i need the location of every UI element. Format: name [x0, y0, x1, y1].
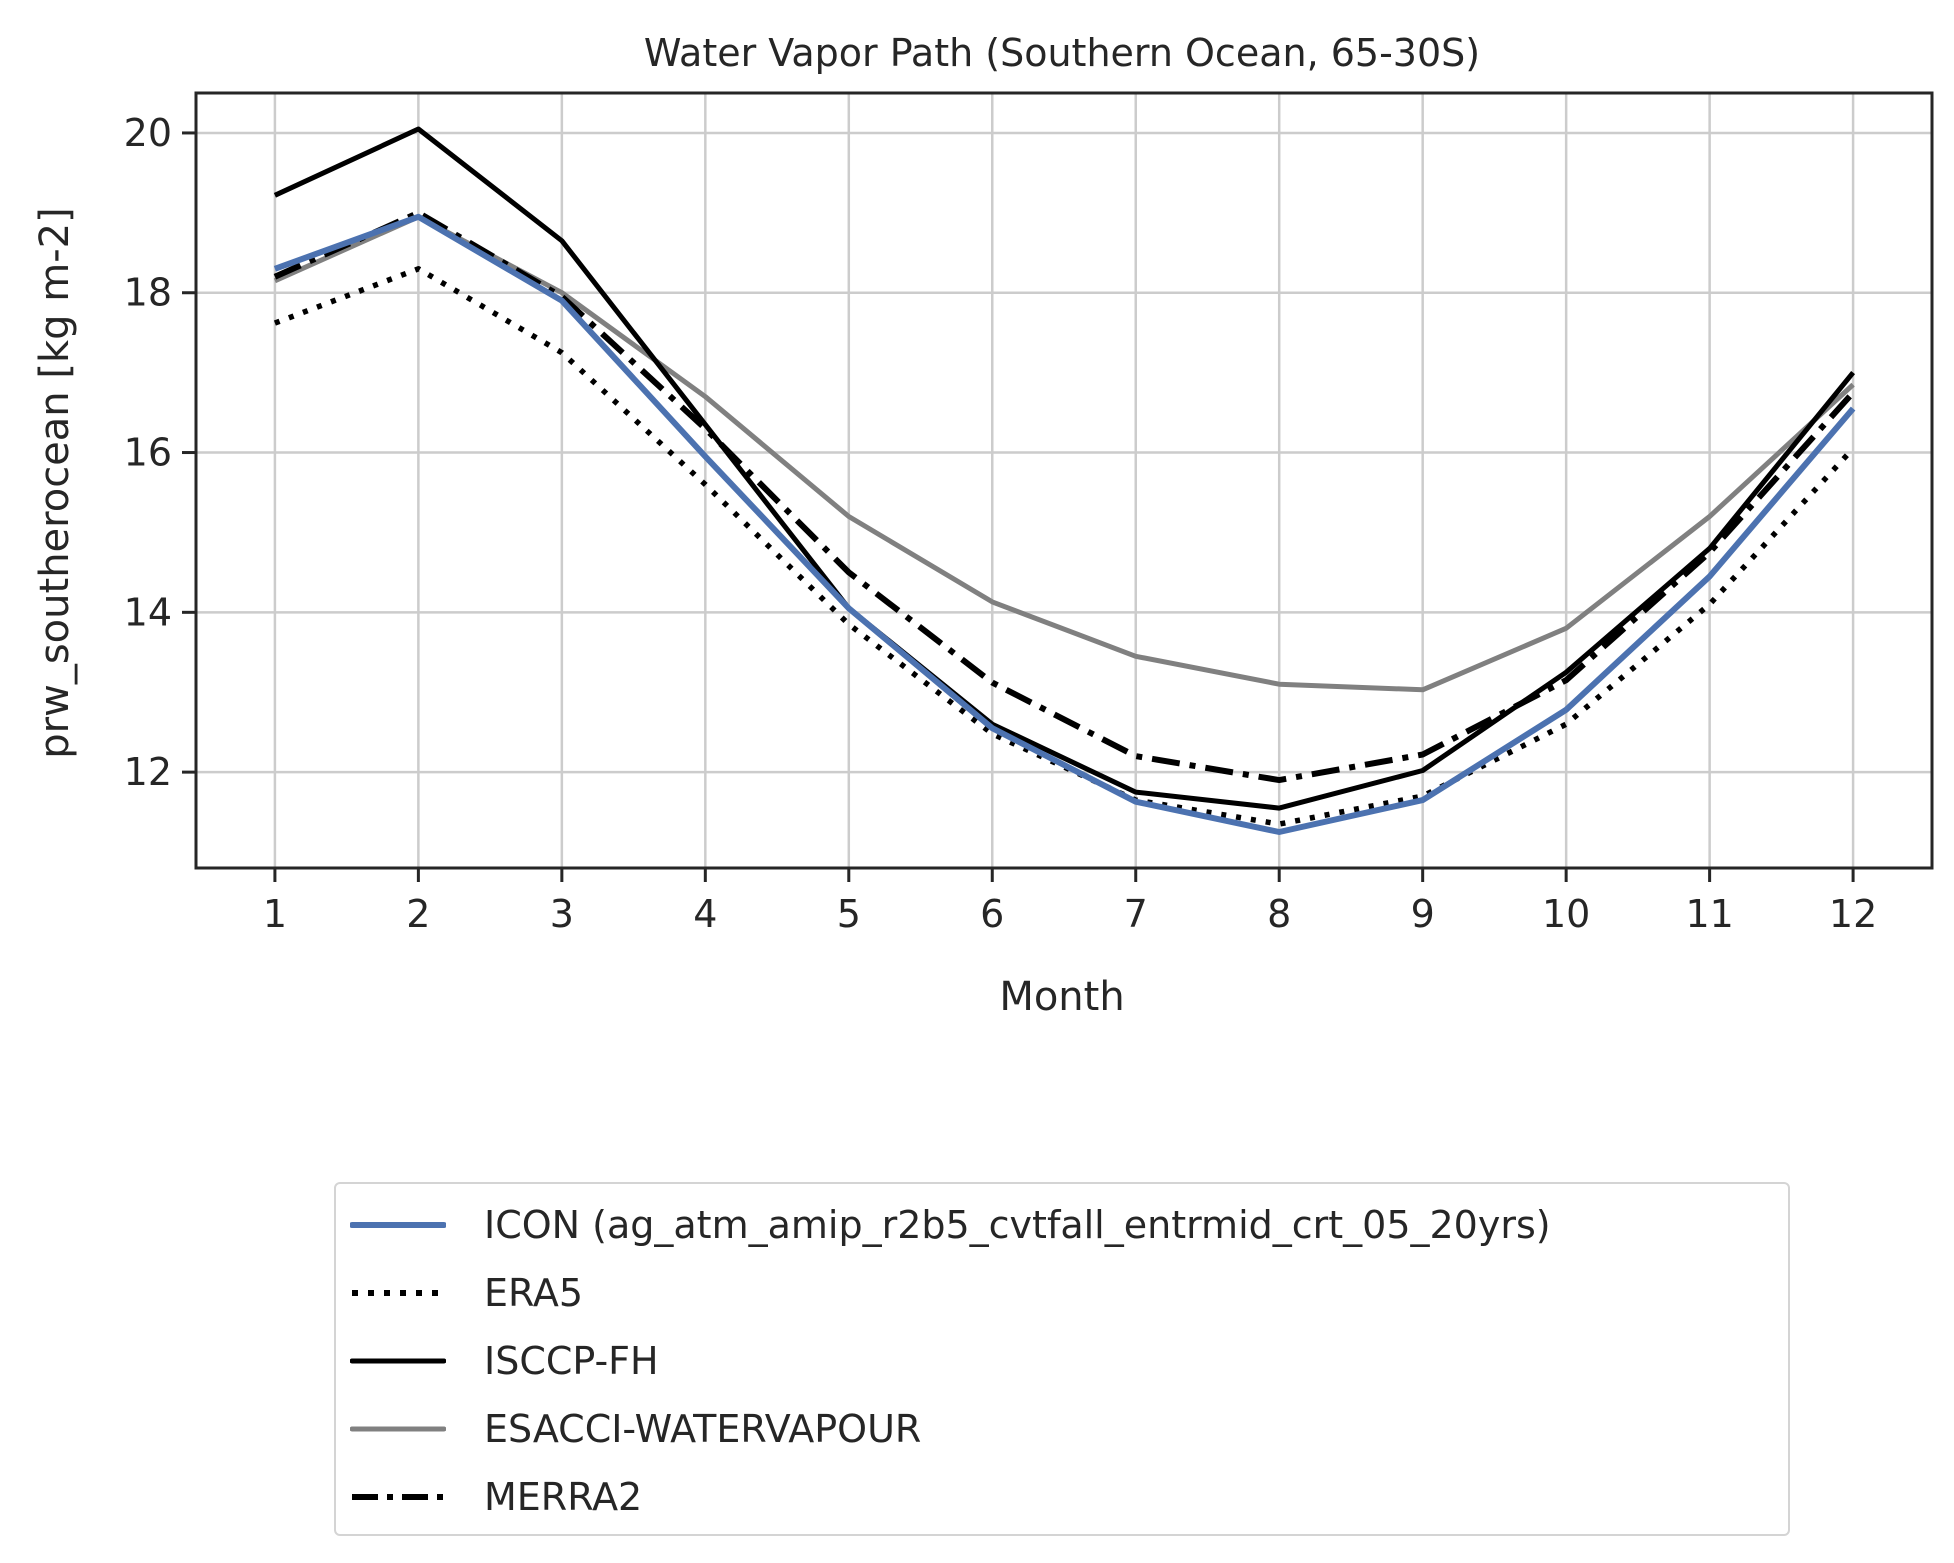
y-tick-label: 16	[124, 431, 172, 475]
y-axis-label: prw_southerocean [kg m-2]	[32, 207, 78, 758]
chart-title: Water Vapor Path (Southern Ocean, 65-30S…	[644, 31, 1480, 75]
x-tick-label: 9	[1411, 892, 1435, 936]
legend-item-era5: ERA5	[336, 1263, 1788, 1323]
legend: ICON (ag_atm_amip_r2b5_cvtfall_entrmid_c…	[334, 1182, 1790, 1536]
grid-lines	[196, 93, 1932, 868]
legend-label-esacci-watervapour: ESACCI-WATERVAPOUR	[484, 1407, 922, 1451]
legend-swatch-merra2	[352, 1494, 444, 1500]
x-tick-label: 6	[980, 892, 1004, 936]
legend-label-era5: ERA5	[484, 1271, 584, 1315]
y-tick-label: 18	[124, 271, 172, 315]
x-tick-label: 11	[1685, 892, 1733, 936]
legend-swatch-isccp-fh	[350, 1358, 446, 1364]
x-tick-label: 10	[1542, 892, 1590, 936]
x-tick-label: 7	[1124, 892, 1148, 936]
y-tick-label: 14	[124, 590, 172, 634]
legend-item-merra2: MERRA2	[336, 1467, 1788, 1527]
legend-item-isccp-fh: ISCCP-FH	[336, 1331, 1788, 1391]
plot-frame	[194, 91, 1934, 870]
series-line-isccp-fh	[273, 126, 1856, 811]
legend-item-esacci-watervapour: ESACCI-WATERVAPOUR	[336, 1399, 1788, 1459]
legend-label-isccp-fh: ISCCP-FH	[484, 1339, 659, 1383]
x-tick-label: 3	[550, 892, 574, 936]
series-line-merra2	[273, 209, 1856, 784]
legend-item-icon: ICON (ag_atm_amip_r2b5_cvtfall_entrmid_c…	[336, 1195, 1788, 1255]
series-line-icon	[273, 213, 1856, 835]
x-tick-label: 8	[1267, 892, 1291, 936]
legend-swatch-esacci-watervapour	[350, 1426, 446, 1432]
x-tick-label: 4	[693, 892, 717, 936]
x-tick-label: 1	[263, 892, 287, 936]
y-tick-label: 20	[124, 111, 172, 155]
legend-swatch-era5	[352, 1290, 444, 1296]
x-axis-label: Month	[999, 974, 1124, 1020]
x-tick-label: 5	[837, 892, 861, 936]
x-tick-label: 2	[406, 892, 430, 936]
series-line-era5	[273, 266, 1856, 827]
legend-swatch-icon	[350, 1222, 446, 1228]
legend-label-merra2: MERRA2	[484, 1475, 643, 1519]
series-lines	[273, 126, 1856, 835]
y-tick-label: 12	[124, 750, 172, 794]
x-tick-label: 12	[1829, 892, 1877, 936]
legend-label-icon: ICON (ag_atm_amip_r2b5_cvtfall_entrmid_c…	[484, 1203, 1551, 1247]
